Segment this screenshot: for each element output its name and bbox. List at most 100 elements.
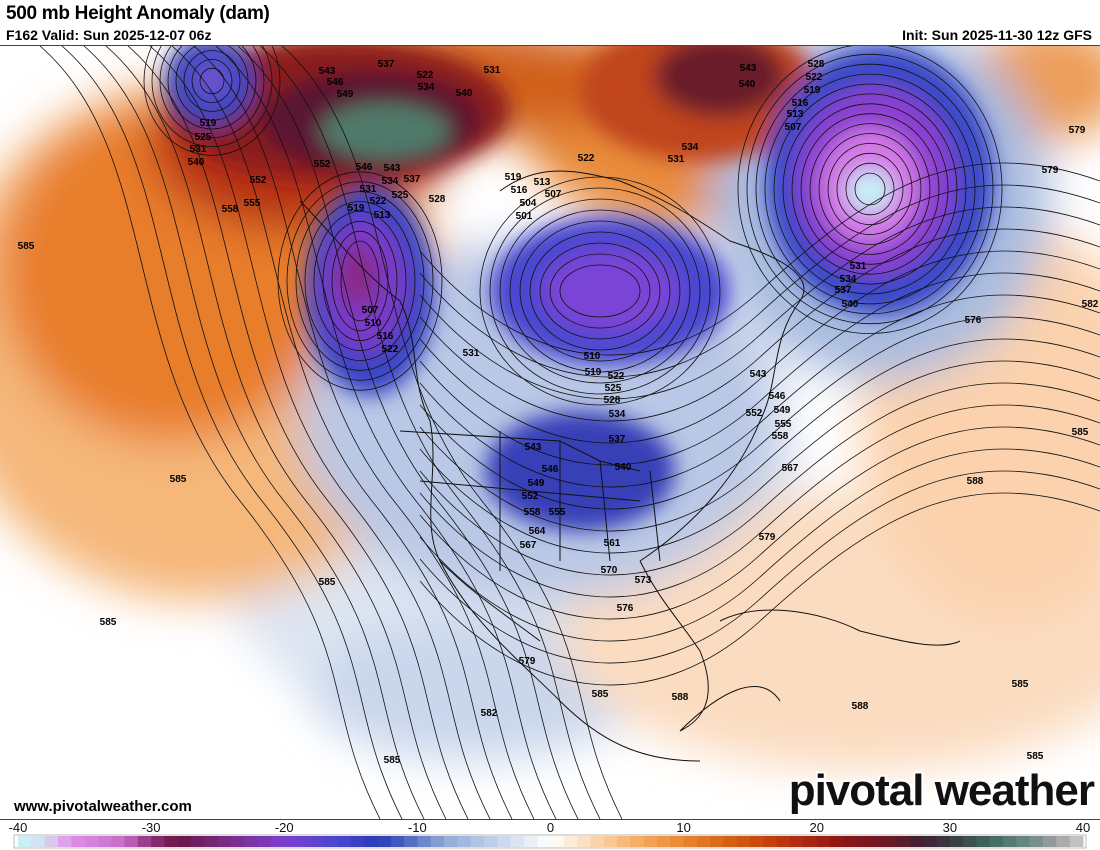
- height-contour: [419, 338, 1100, 532]
- contour-label: 522: [370, 196, 387, 207]
- colorbar-tick-label: 30: [943, 820, 957, 835]
- contour-label: 525: [605, 383, 622, 394]
- height-contour: [313, 210, 407, 351]
- colorbar-cell: [364, 836, 378, 847]
- contour-label: 516: [792, 98, 809, 109]
- contour-label: 513: [787, 109, 804, 120]
- contour-label: 540: [739, 79, 756, 90]
- height-contour: [755, 63, 985, 315]
- height-contour: [419, 426, 1100, 620]
- colorbar-cell: [244, 836, 259, 847]
- colorbar-cell: [537, 836, 551, 847]
- colorbar-cell: [377, 836, 392, 847]
- colorbar-cell: [417, 836, 432, 847]
- website-url[interactable]: www.pivotalweather.com: [14, 798, 192, 815]
- height-contour: [737, 46, 1003, 334]
- contour-label: 585: [1072, 427, 1089, 438]
- height-contour: [237, 46, 579, 819]
- height-contour: [419, 360, 1100, 554]
- colorbar-cell: [71, 836, 86, 847]
- contour-label: 528: [429, 194, 446, 205]
- contour-label: 561: [604, 538, 621, 549]
- height-contour: [549, 253, 651, 329]
- height-contour: [791, 103, 949, 275]
- colorbar-cell: [1043, 836, 1057, 847]
- contour-label: 567: [782, 463, 799, 474]
- map-title: 500 mb Height Anomaly (dam): [6, 3, 270, 24]
- colorbar-cell: [324, 836, 338, 847]
- colorbar-cell: [670, 836, 685, 847]
- contour-label: 531: [850, 261, 867, 272]
- height-contour: [286, 181, 434, 381]
- height-contour: [419, 206, 1100, 400]
- height-contour: [419, 162, 1100, 356]
- colorbar-cell: [1056, 836, 1071, 847]
- contour-label: 543: [319, 66, 336, 77]
- colorbar-cell: [550, 836, 565, 847]
- colorbar-cell: [510, 836, 525, 847]
- contour-label: 585: [319, 577, 336, 588]
- pivotal-weather-logo: pivotal weather: [788, 766, 1095, 815]
- colorbar-cell: [577, 836, 591, 847]
- height-contour: [489, 187, 711, 395]
- contour-label: 576: [617, 603, 634, 614]
- colorbar-cell: [776, 836, 791, 847]
- colorbar-tick-label: -40: [9, 820, 28, 835]
- contour-label: 531: [190, 144, 207, 155]
- height-contour: [836, 152, 904, 226]
- contour-label: 558: [222, 204, 239, 215]
- height-contour: [529, 231, 671, 351]
- colorbar-cell: [44, 836, 59, 847]
- contour-label: 534: [382, 176, 399, 187]
- contour-label: 588: [852, 701, 869, 712]
- height-contour: [800, 113, 940, 265]
- contour-label: 549: [528, 478, 545, 489]
- contour-label: 579: [1042, 165, 1059, 176]
- colorbar-cell: [284, 836, 299, 847]
- height-contours: [39, 46, 1100, 819]
- colorbar-cell: [310, 836, 325, 847]
- height-contour: [773, 83, 967, 295]
- colorbar-cell: [963, 836, 977, 847]
- height-contour: [151, 46, 273, 147]
- height-contour: [215, 46, 557, 819]
- contour-label: 582: [1082, 299, 1099, 310]
- colorbar-cell: [736, 836, 751, 847]
- contour-label: 528: [604, 395, 621, 406]
- contour-label: 549: [774, 405, 791, 416]
- contour-label: 552: [250, 175, 267, 186]
- colorbar-cell: [816, 836, 831, 847]
- colorbar-tick-label: 20: [810, 820, 824, 835]
- colorbar-cell: [563, 836, 578, 847]
- colorbar-cell: [949, 836, 964, 847]
- height-contour: [499, 198, 701, 384]
- colorbar-cell: [856, 836, 871, 847]
- valid-time: F162 Valid: Sun 2025-12-07 06z: [6, 27, 212, 43]
- height-contour: [479, 176, 721, 406]
- colorbar-cell: [337, 836, 352, 847]
- colorbar-tick-label: -10: [408, 820, 427, 835]
- colorbar-cell: [1016, 836, 1031, 847]
- contour-label: 519: [200, 118, 217, 129]
- contour-label: 585: [100, 617, 117, 628]
- contour-label: 519: [804, 85, 821, 96]
- height-contour: [419, 382, 1100, 576]
- init-time: Init: Sun 2025-11-30 12z GFS: [902, 27, 1092, 43]
- colorbar-cell: [696, 836, 711, 847]
- height-contour: [199, 67, 225, 95]
- colorbar-cell: [870, 836, 884, 847]
- colorbar-cell: [18, 836, 32, 847]
- coastlines: [299, 170, 961, 762]
- colorbar-cell: [457, 836, 472, 847]
- contour-label: 582: [481, 708, 498, 719]
- contour-label: 519: [505, 172, 522, 183]
- height-contour: [559, 264, 641, 318]
- contour-label: 510: [365, 318, 382, 329]
- contour-label: 522: [806, 72, 823, 83]
- colorbar-cell: [909, 836, 924, 847]
- contour-label: 579: [1069, 125, 1086, 136]
- contour-label: 507: [545, 189, 562, 200]
- colorbar-cell: [830, 836, 844, 847]
- colorbar-cell: [350, 836, 365, 847]
- colorbar-cell: [297, 836, 312, 847]
